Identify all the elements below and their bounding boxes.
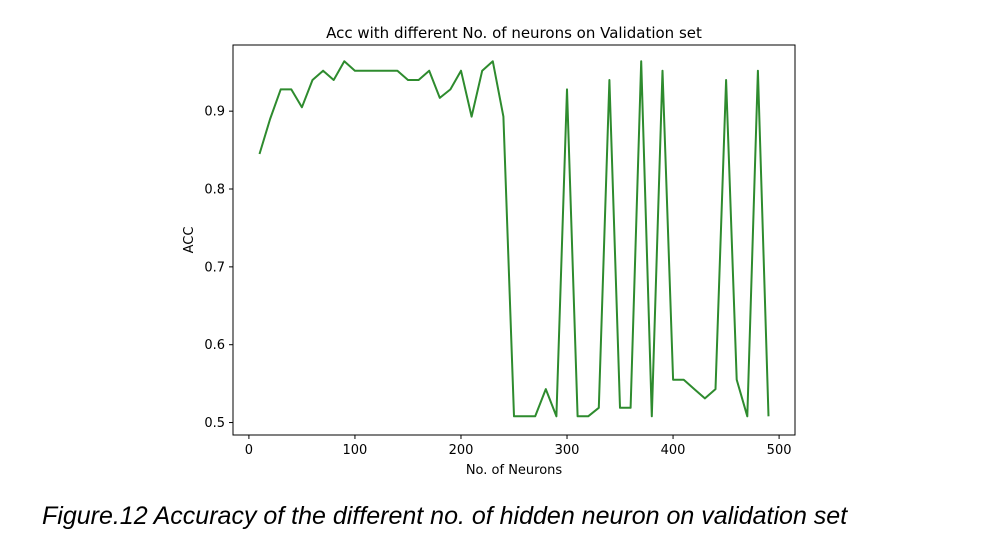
line-chart: Acc with different No. of neurons on Val… [182, 24, 796, 478]
plot-frame [232, 44, 796, 436]
x-tick-label: 300 [555, 443, 580, 458]
x-tick-label: 200 [449, 443, 474, 458]
x-tick-label: 400 [661, 443, 686, 458]
x-tick-label: 0 [245, 443, 253, 458]
y-tick-label: 0.9 [204, 105, 225, 120]
y-tick-label: 0.5 [204, 416, 225, 431]
x-tick-label: 100 [343, 443, 368, 458]
x-tick-label: 500 [767, 443, 792, 458]
series-line [258, 60, 770, 418]
chart-title: Acc with different No. of neurons on Val… [326, 24, 702, 42]
figure-caption: Figure.12 Accuracy of the different no. … [42, 502, 848, 530]
x-axis-label: No. of Neurons [466, 463, 563, 478]
x-axis: 0 100 200 300 400 500 [245, 435, 792, 458]
y-tick-label: 0.7 [204, 260, 225, 275]
y-axis: 0.5 0.6 0.7 0.8 0.9 [204, 105, 233, 431]
series-line-group [258, 60, 770, 418]
y-tick-label: 0.6 [204, 338, 225, 353]
y-axis-label: ACC [182, 227, 197, 254]
y-tick-label: 0.8 [204, 183, 225, 198]
